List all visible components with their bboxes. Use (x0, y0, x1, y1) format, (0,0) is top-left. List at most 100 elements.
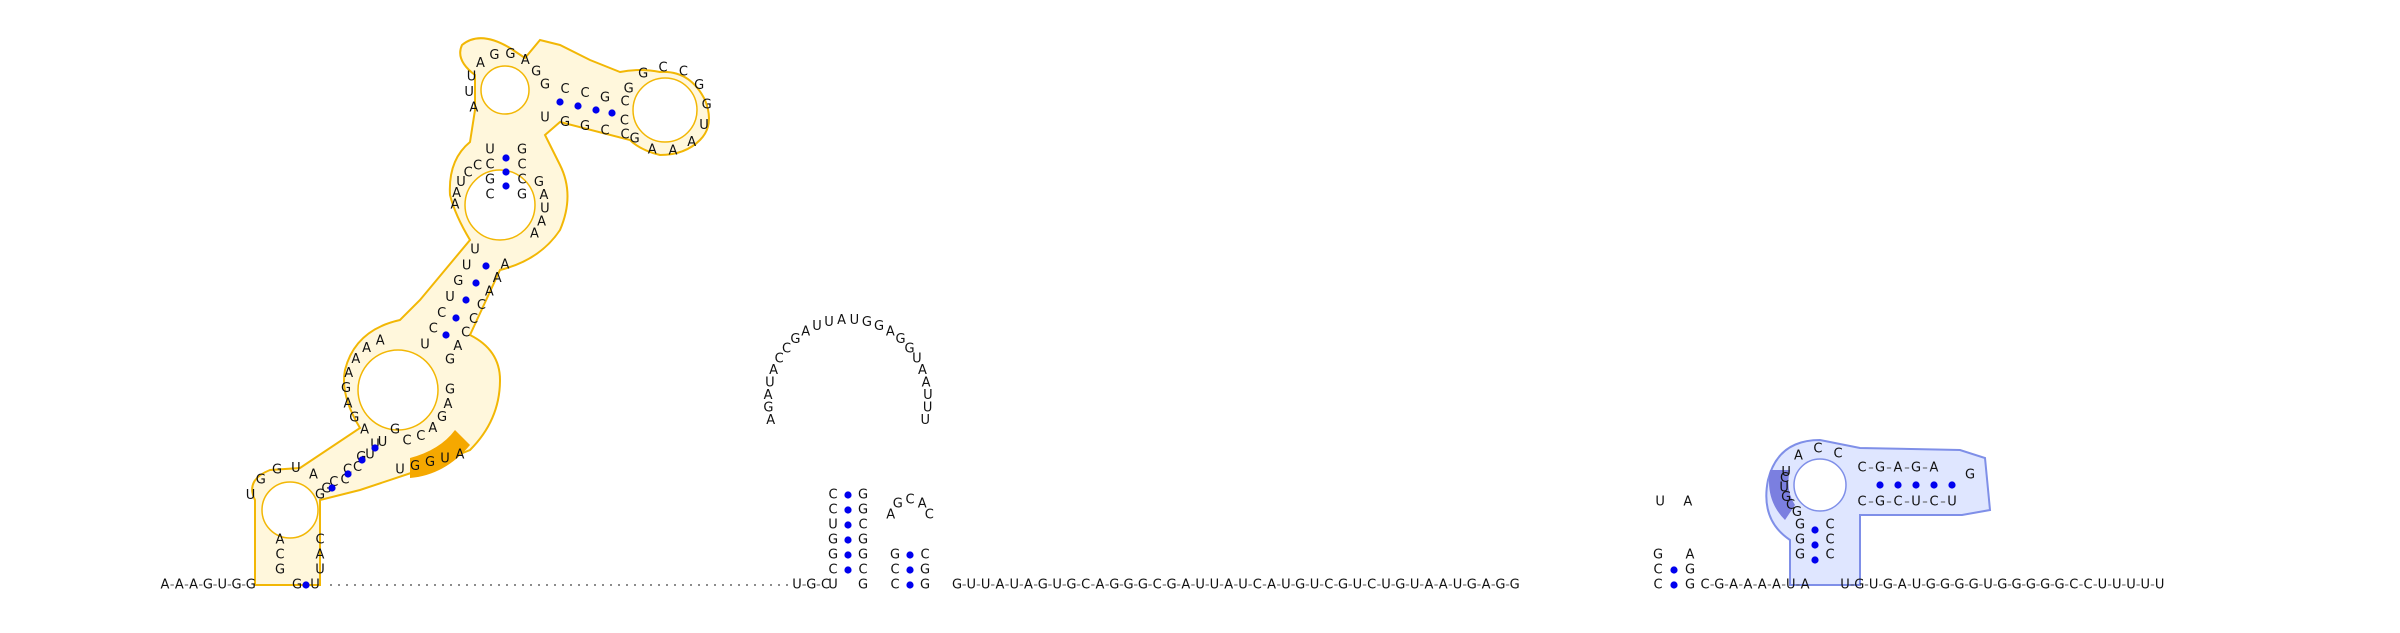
base-pair-dot (844, 491, 851, 498)
three-prime-base: G (1854, 578, 1864, 593)
base-pair-dot (844, 521, 851, 528)
base-pair-dot (482, 262, 489, 269)
orange-stem-base: A (453, 339, 462, 354)
hairpin2-stem-base: C (890, 563, 899, 578)
base-pair-dot (358, 456, 365, 463)
linker-base: U (1453, 578, 1463, 593)
five-prime-base: A (175, 578, 184, 593)
linker-base: U (967, 578, 977, 593)
linker-base: C (1367, 578, 1376, 593)
linker-base: G (1338, 578, 1348, 593)
orange-loop-base: C (658, 61, 667, 76)
base-pair-dot (1670, 581, 1677, 588)
orange-stem-base: C (461, 325, 470, 340)
three-prime-base: U (1912, 578, 1922, 593)
orange-stem-base: C (620, 95, 629, 110)
hairpin2-stem-base: G (920, 578, 930, 593)
base-pair-dot (1912, 481, 1919, 488)
hairpin2-loop-base: G (893, 497, 903, 512)
linker-base: A (1181, 578, 1190, 593)
linker-base: A (1439, 578, 1448, 593)
orange-loop-base: C (416, 429, 425, 444)
hairpin1-loop-base: A (886, 325, 895, 340)
base-pair-dot (502, 154, 509, 161)
orange-loop-base: U (246, 488, 256, 503)
orange-stem-base: G (453, 274, 463, 289)
hairpin1-loop-base: U (824, 315, 834, 330)
orange-stem-base: U (470, 243, 480, 258)
hairpin1-stem-base: G (828, 533, 838, 548)
hairpin1-stem-base: G (858, 488, 868, 503)
base-pair-dot (472, 279, 479, 286)
orange-loop-5 (633, 78, 697, 142)
three-prime-base: U (2141, 578, 2151, 593)
base-pair-dot (452, 314, 459, 321)
linker-base: G (1495, 578, 1505, 593)
orange-stem-base: G (315, 488, 325, 503)
orange-loop-base: U (440, 451, 450, 466)
orange-loop-base: G (702, 98, 712, 113)
blue-stem-base: C (1825, 533, 1834, 548)
linker-base: A (995, 578, 1004, 593)
hairpin3-stem-base: A (1686, 548, 1695, 563)
blue-loop (1794, 459, 1846, 511)
base-pair-dot (844, 536, 851, 543)
base-pair-dot (462, 296, 469, 303)
three-prime-base: G (1969, 578, 1979, 593)
orange-stem-base: G (600, 90, 610, 105)
base-pair-dot (328, 484, 335, 491)
blue-stem-base: C (1893, 495, 1902, 510)
hairpin1-loop-base: A (837, 313, 846, 328)
hairpin2-loop-base: C (925, 507, 934, 522)
orange-stem-base: C (620, 128, 629, 143)
hairpin1-stem-base: C (828, 488, 837, 503)
orange-stem-base: C (469, 312, 478, 327)
base-pair-dot (1811, 541, 1818, 548)
orange-stem-base: C (600, 123, 609, 138)
orange-loop-base: A (687, 135, 696, 150)
three-prime-base: C (2084, 578, 2093, 593)
linker-base: G (1066, 578, 1076, 593)
linker-base: A (1024, 578, 1033, 593)
three-prime-base: G (1940, 578, 1950, 593)
hairpin1-loop-base: U (812, 319, 822, 334)
linker-base: U (1238, 578, 1248, 593)
base-pair-dot (1811, 526, 1818, 533)
three-prime-base: U (2112, 578, 2122, 593)
blue-stem-base: G (1875, 495, 1885, 510)
base-pair-dot (844, 506, 851, 513)
hairpin1-stem-base: C (828, 503, 837, 518)
hairpin1-loop-base: U (921, 413, 931, 428)
orange-loop-base: A (376, 334, 385, 349)
linker-base: U (1052, 578, 1062, 593)
linker-base: A (1224, 578, 1233, 593)
blue-stem-base: U (1947, 495, 1957, 510)
orange-stem-base: C (485, 158, 494, 173)
base-pair-dot (906, 581, 913, 588)
orange-stem-base: U (315, 563, 325, 578)
blue-loop-base: C (1833, 446, 1842, 461)
base-pair-dot (556, 98, 563, 105)
orange-loop-base: A (360, 422, 369, 437)
five-prime-base: A (189, 578, 198, 593)
orange-loop-base: U (291, 461, 301, 476)
hairpin2-stem-base: C (920, 548, 929, 563)
hairpin1-stem-base: U (828, 578, 838, 593)
linker-base: U (1353, 578, 1363, 593)
linker-base: G (1109, 578, 1119, 593)
orange-loop-base: G (349, 411, 359, 426)
orange-stem-base: G (540, 78, 550, 93)
linker-base: G (1138, 578, 1148, 593)
three-prime-base: G (2026, 578, 2036, 593)
blue-stem-base: C (1929, 495, 1938, 510)
three-prime-base: U (1869, 578, 1879, 593)
orange-loop-base: G (272, 463, 282, 478)
orange-loop-base: G (505, 47, 515, 62)
orange-loop-2 (358, 350, 438, 430)
linker-base: G (1510, 578, 1520, 593)
three-prime-base: G (1997, 578, 2007, 593)
hairpin3-loop-base: A (1683, 495, 1692, 510)
base-pair-dot (1894, 481, 1901, 488)
orange-stem-base: C (580, 86, 589, 101)
linker-base: A (1267, 578, 1276, 593)
